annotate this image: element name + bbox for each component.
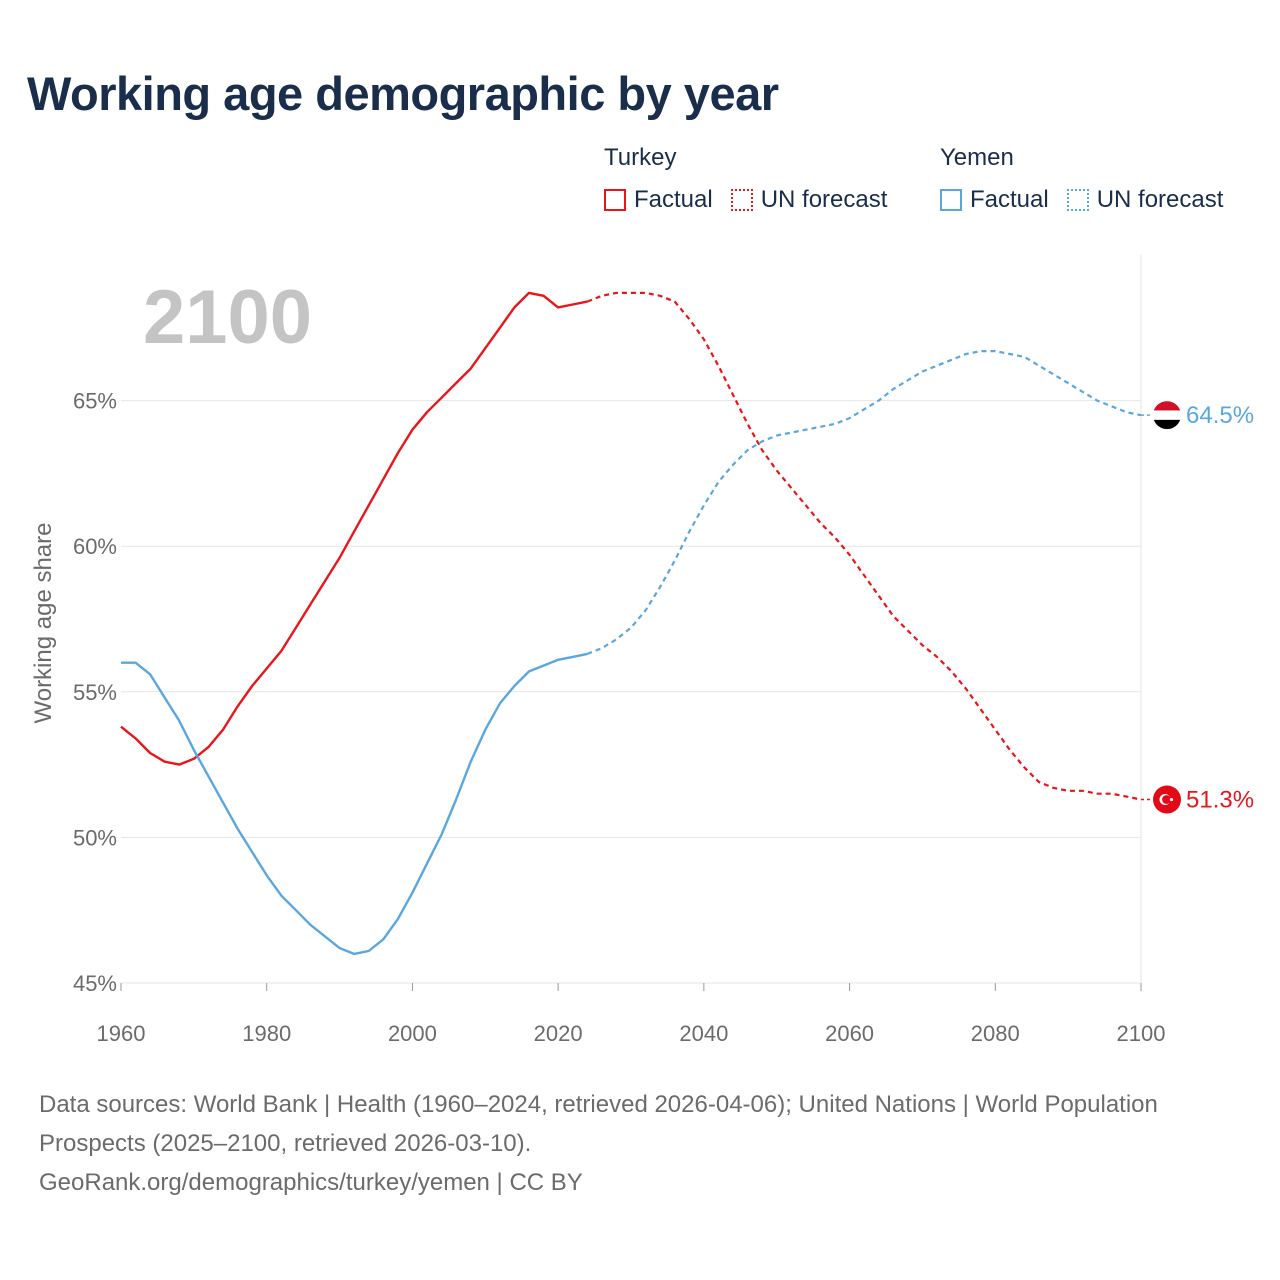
star bbox=[1169, 797, 1174, 802]
flag-stripe-white bbox=[1153, 410, 1181, 420]
x-tick-label: 1960 bbox=[97, 1021, 146, 1046]
footer-credit[interactable]: GeoRank.org/demographics/turkey/yemen | … bbox=[39, 1169, 583, 1196]
legend-group-name: Turkey bbox=[604, 144, 677, 171]
legend-forecast-swatch-yemen bbox=[1066, 189, 1089, 211]
line-chart: 2100 45% 50% 55% 60% 65% 1960 1980 2000 2020 204… bbox=[30, 255, 1254, 1046]
x-tick-label: 2000 bbox=[388, 1021, 437, 1046]
crescent-inner bbox=[1162, 795, 1171, 804]
flag-stripes bbox=[1153, 401, 1181, 430]
y-tick-label: 65% bbox=[73, 389, 117, 414]
legend-group-yemen: Yemen Factual UN forecast bbox=[940, 144, 1223, 214]
yemen-flag-icon bbox=[1153, 401, 1181, 430]
legend-forecast-swatch-turkey bbox=[730, 189, 753, 211]
x-tick-label: 2100 bbox=[1117, 1021, 1166, 1046]
end-value-label-turkey: 51.3% bbox=[1186, 787, 1254, 814]
flag-stripe-black bbox=[1153, 419, 1181, 430]
legend-factual-label[interactable]: Factual bbox=[634, 186, 713, 213]
legend-factual-swatch-turkey bbox=[604, 189, 626, 211]
legend-factual-label[interactable]: Factual bbox=[970, 186, 1049, 213]
chart-title: Working age demographic by year bbox=[27, 67, 779, 120]
y-axis-label: Working age share bbox=[30, 523, 57, 724]
footer: Data sources: World Bank | Health (1960–… bbox=[39, 1085, 1239, 1202]
x-tick-label: 1980 bbox=[242, 1021, 291, 1046]
x-tick-label: 2020 bbox=[534, 1021, 583, 1046]
legend-group-name: Yemen bbox=[940, 144, 1014, 171]
y-tick-label: 60% bbox=[73, 534, 117, 559]
legend-forecast-label[interactable]: UN forecast bbox=[1096, 186, 1224, 213]
line-yemen-forecast bbox=[586, 350, 1142, 655]
legend-group-turkey: Turkey Factual UN forecast bbox=[604, 144, 905, 214]
line-yemen-factual bbox=[121, 652, 588, 956]
x-tick-label: 2040 bbox=[679, 1021, 728, 1046]
x-tick-label: 2080 bbox=[971, 1021, 1020, 1046]
y-tick-label: 55% bbox=[73, 680, 117, 705]
legend-factual-swatch-yemen bbox=[940, 189, 962, 211]
legend-forecast-label[interactable]: UN forecast bbox=[760, 186, 888, 213]
end-value-label-yemen: 64.5% bbox=[1186, 402, 1254, 429]
line-turkey-forecast bbox=[586, 291, 1142, 801]
turkey-flag-icon bbox=[1153, 785, 1181, 814]
footer-sources: Data sources: World Bank | Health (1960–… bbox=[39, 1091, 1158, 1157]
y-tick-label: 45% bbox=[73, 971, 117, 996]
flag-stripe-red bbox=[1153, 401, 1181, 411]
y-tick-label: 50% bbox=[73, 825, 117, 850]
line-turkey-factual bbox=[120, 291, 588, 766]
year-watermark: 2100 bbox=[143, 275, 312, 360]
x-tick-label: 2060 bbox=[825, 1021, 874, 1046]
